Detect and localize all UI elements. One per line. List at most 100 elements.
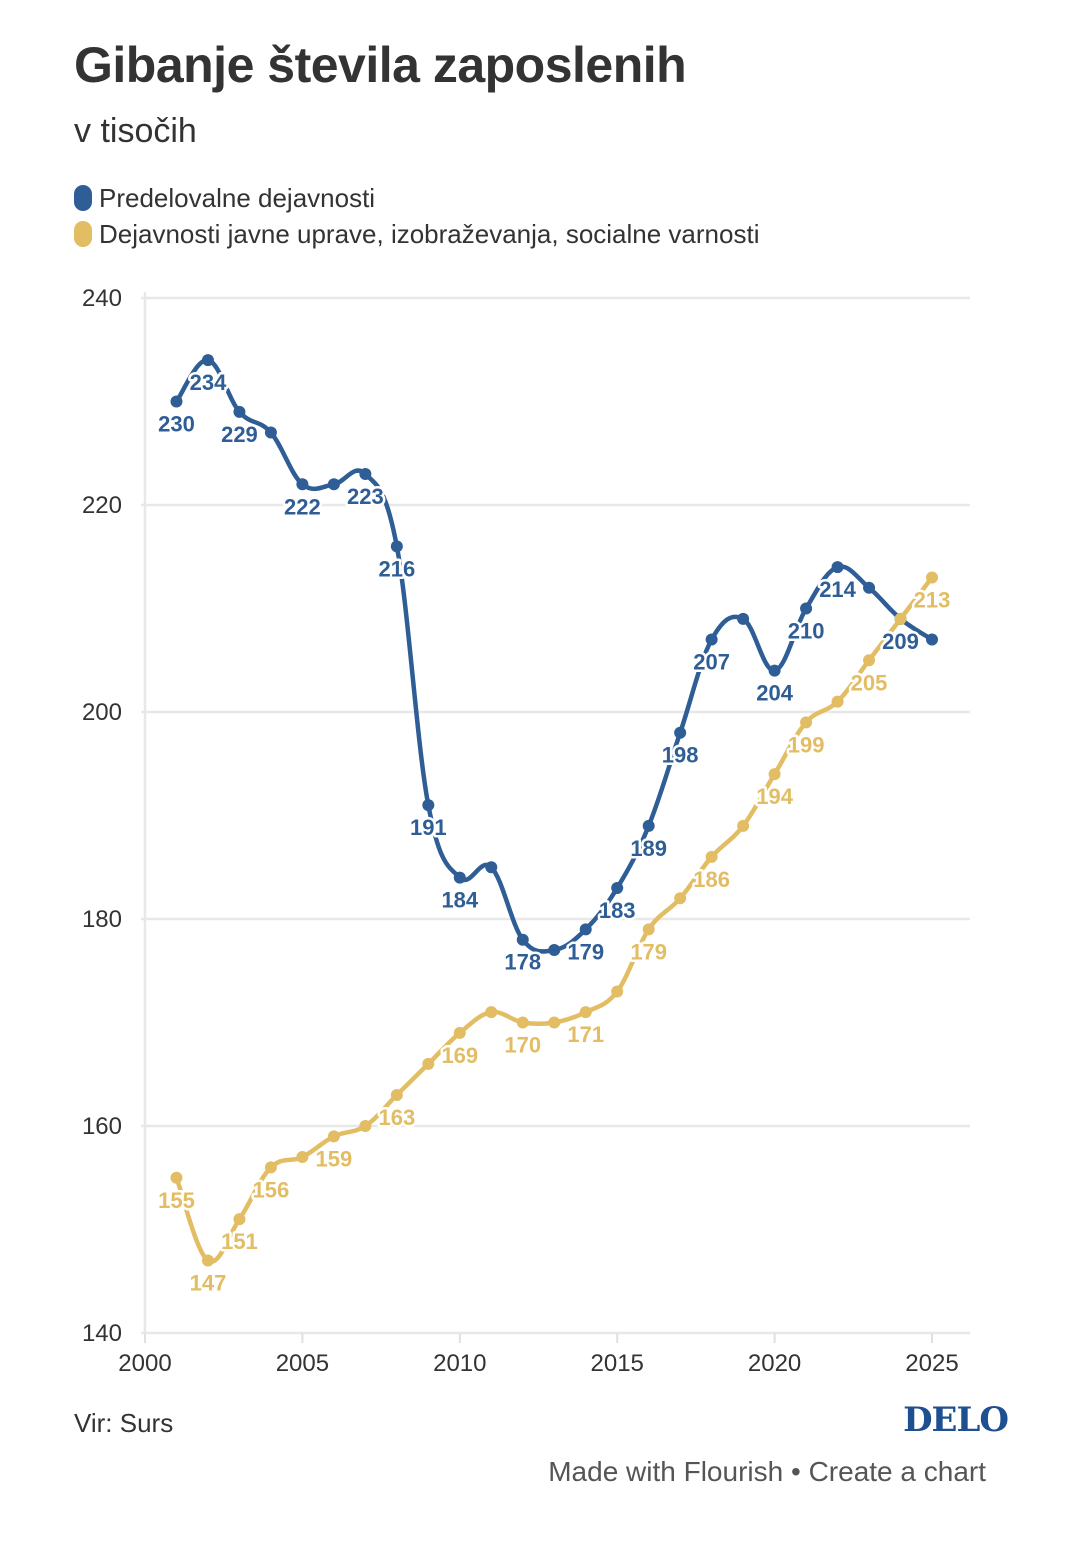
made-with-flourish-link[interactable]: Made with Flourish [548, 1456, 784, 1487]
data-point [201, 354, 214, 367]
data-point [737, 612, 750, 625]
data-point [863, 654, 876, 667]
data-point [768, 768, 781, 781]
chart-title: Gibanje števila zaposlenih [74, 37, 687, 93]
legend-item-public-sector[interactable]: Dejavnosti javne uprave, izobraževanja, … [74, 216, 759, 252]
data-point [485, 861, 498, 874]
data-point [453, 871, 466, 884]
data-label: 223 [347, 484, 384, 509]
data-point [327, 478, 340, 491]
y-tick-label: 140 [82, 1320, 122, 1347]
data-point [233, 405, 246, 418]
x-tick-label: 2005 [276, 1350, 329, 1377]
data-point [170, 1171, 183, 1184]
data-point [674, 726, 687, 739]
legend-swatch-public-sector [74, 221, 92, 247]
data-label: 191 [410, 815, 447, 840]
data-label: 171 [567, 1022, 604, 1047]
data-label: 205 [851, 670, 888, 695]
data-label: 184 [441, 888, 478, 913]
legend-label: Predelovalne dejavnosti [99, 182, 376, 213]
credit-separator: • [790, 1456, 801, 1487]
data-point [264, 426, 277, 439]
x-tick-label: 2020 [748, 1350, 801, 1377]
data-label: 183 [599, 898, 636, 923]
data-label: 229 [221, 422, 258, 447]
data-point [296, 478, 309, 491]
data-point [642, 923, 655, 936]
data-label: 159 [316, 1146, 353, 1171]
data-point [705, 633, 718, 646]
data-point [233, 1213, 246, 1226]
data-point [548, 944, 561, 957]
series-manufacturing [170, 354, 938, 957]
data-labels: 230 234 229 222 223 216 191 184 178 179 183 189 198 2… [156, 368, 953, 1298]
delo-logo[interactable]: DELO [903, 1400, 1009, 1440]
series-public-sector [170, 571, 938, 1267]
y-axis: 140 160 180 200 220 240 [82, 285, 122, 1347]
legend: Predelovalne dejavnosti Dejavnosti javne… [74, 180, 759, 252]
data-point [422, 1057, 435, 1070]
data-point [453, 1026, 466, 1039]
y-tick-label: 200 [82, 699, 122, 726]
data-point [264, 1161, 277, 1174]
data-label: 179 [630, 939, 667, 964]
data-point [390, 1088, 403, 1101]
y-tick-label: 220 [82, 492, 122, 519]
series-group [170, 354, 938, 1267]
data-point [548, 1016, 561, 1029]
data-label: 179 [567, 939, 604, 964]
data-label: 178 [504, 950, 541, 975]
data-point [863, 581, 876, 594]
create-chart-link[interactable]: Create a chart [808, 1456, 986, 1487]
data-label: 207 [693, 650, 730, 675]
data-point [768, 664, 781, 677]
data-point [201, 1254, 214, 1267]
data-label: 155 [158, 1188, 195, 1213]
data-point [327, 1130, 340, 1143]
x-tick-label: 2015 [591, 1350, 644, 1377]
data-point [579, 923, 592, 936]
data-point [359, 467, 372, 480]
legend-swatch-manufacturing [74, 185, 92, 211]
data-label: 170 [504, 1033, 541, 1058]
data-point [800, 716, 813, 729]
data-point [831, 561, 844, 574]
x-tick-label: 2010 [433, 1350, 486, 1377]
y-tick-label: 180 [82, 906, 122, 933]
series-line-manufacturing [174, 357, 935, 954]
data-label: 156 [253, 1177, 290, 1202]
data-point [737, 819, 750, 832]
data-point [831, 695, 844, 708]
data-point [170, 395, 183, 408]
y-tick-label: 240 [82, 285, 122, 312]
data-label: 198 [662, 743, 699, 768]
data-label: 147 [190, 1271, 227, 1296]
x-tick-label: 2025 [905, 1350, 958, 1377]
data-label: 209 [882, 629, 919, 654]
data-label: 189 [630, 836, 667, 861]
data-label: 204 [756, 681, 793, 706]
data-point [674, 892, 687, 905]
data-label: 151 [221, 1229, 258, 1254]
data-label: 213 [914, 587, 951, 612]
data-point [705, 850, 718, 863]
legend-item-manufacturing[interactable]: Predelovalne dejavnosti [74, 180, 759, 216]
data-point [611, 985, 624, 998]
data-label: 163 [378, 1105, 415, 1130]
data-point [422, 799, 435, 812]
data-point [390, 540, 403, 553]
data-label: 210 [788, 619, 825, 644]
data-label: 230 [158, 412, 195, 437]
data-label: 169 [441, 1043, 478, 1068]
data-point [516, 1016, 529, 1029]
data-label: 194 [756, 784, 793, 809]
data-point [359, 1120, 372, 1132]
data-point [611, 881, 624, 894]
data-label: 216 [378, 556, 415, 581]
legend-label: Dejavnosti javne uprave, izobraževanja, … [99, 218, 760, 249]
data-label: 234 [190, 370, 227, 395]
data-point [800, 602, 813, 615]
grid-lines [141, 292, 970, 1335]
